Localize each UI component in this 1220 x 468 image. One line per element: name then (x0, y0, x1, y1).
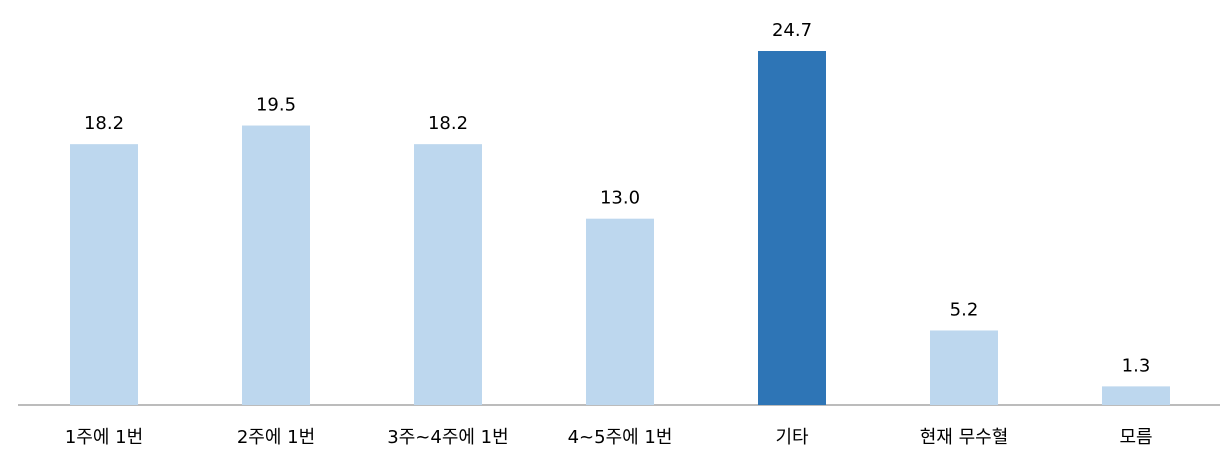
value-label: 19.5 (256, 95, 296, 116)
value-label: 13.0 (600, 188, 640, 209)
bar (586, 218, 654, 405)
x-tick-label: 3주~4주에 1번 (387, 427, 508, 448)
x-tick-label: 모름 (1119, 427, 1152, 448)
bar (1102, 386, 1170, 405)
x-tick-label: 1주에 1번 (65, 427, 143, 448)
value-label: 24.7 (772, 20, 812, 41)
bar (242, 125, 310, 406)
bar (930, 330, 998, 405)
x-tick-label: 기타 (775, 427, 809, 448)
bar (414, 144, 482, 405)
x-tick-label: 2주에 1번 (237, 427, 315, 448)
x-tick-label: 4~5주에 1번 (568, 427, 673, 448)
value-label: 18.2 (84, 113, 124, 134)
value-label: 18.2 (428, 113, 468, 134)
value-label: 5.2 (950, 299, 979, 320)
value-label: 1.3 (1122, 355, 1151, 376)
bar (758, 51, 826, 405)
bar (70, 144, 138, 405)
x-tick-label: 현재 무수혈 (920, 427, 1009, 448)
